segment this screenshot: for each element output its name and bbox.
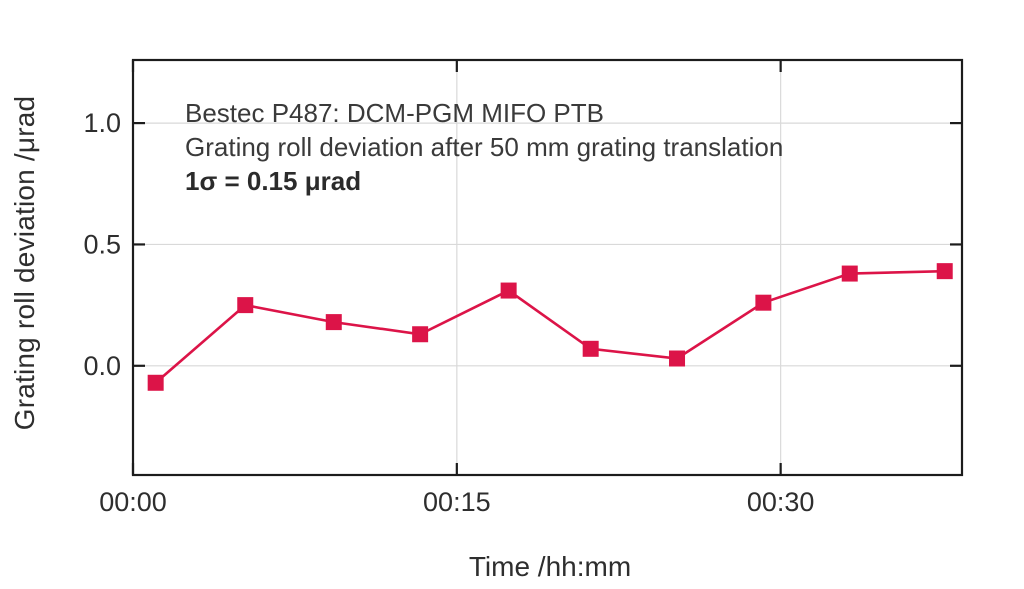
data-point-marker <box>755 294 772 311</box>
x-axis-title: Time /hh:mm <box>468 551 632 582</box>
data-point-marker <box>325 314 342 331</box>
x-tick-label: 00:15 <box>423 487 491 517</box>
data-point-marker <box>582 340 599 357</box>
annotation-line-1: Bestec P487: DCM-PGM MIFO PTB <box>185 98 604 128</box>
data-point-marker <box>500 282 517 299</box>
y-tick-label: 0.0 <box>83 351 121 381</box>
gridlines <box>133 60 962 475</box>
data-point-marker <box>237 297 254 314</box>
annotation-block: Bestec P487: DCM-PGM MIFO PTB Grating ro… <box>185 96 783 198</box>
data-point-marker <box>669 350 686 367</box>
tick-labels: 00:00 00:15 00:30 0.0 0.5 1.0 <box>83 108 814 517</box>
data-point-marker <box>841 265 858 282</box>
y-axis-title: Grating roll deviation /μrad <box>9 95 40 431</box>
y-tick-label: 0.5 <box>83 229 121 259</box>
series-grating-roll <box>147 263 953 391</box>
data-point-marker <box>936 263 953 280</box>
data-point-marker <box>147 374 164 391</box>
plot-border <box>131 58 964 477</box>
annotation-line-2: Grating roll deviation after 50 mm grati… <box>185 132 784 162</box>
data-point-marker <box>412 326 429 343</box>
x-tick-label: 00:00 <box>99 487 167 517</box>
y-tick-label: 1.0 <box>83 108 121 138</box>
x-tick-label: 00:30 <box>747 487 815 517</box>
annotation-sigma-value: 1σ = 0.15 μrad <box>185 166 362 196</box>
tick-marks <box>131 60 962 475</box>
